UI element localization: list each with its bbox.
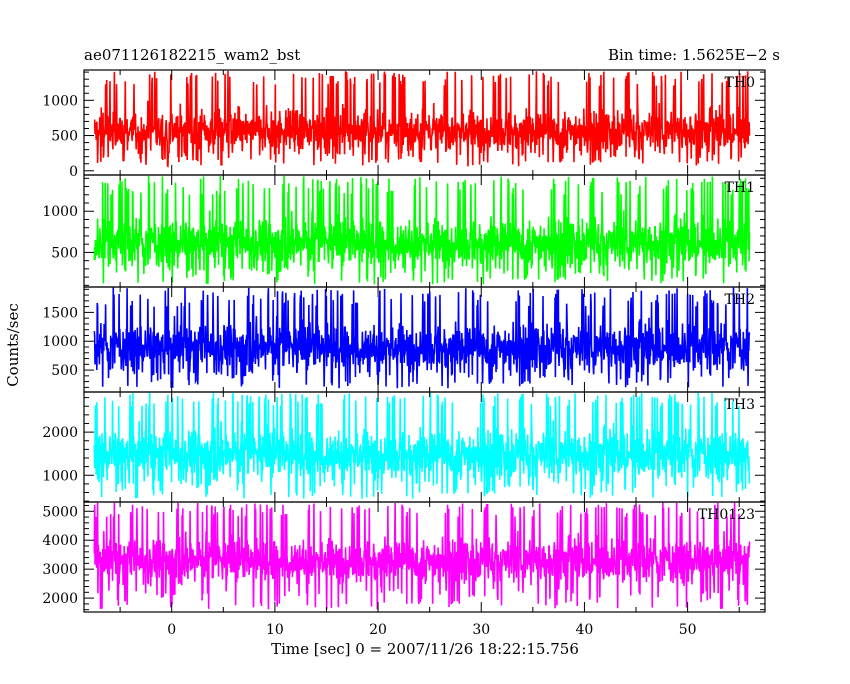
y-tick-label: 1000 [42,204,78,220]
y-tick-label: 5000 [42,504,78,520]
chart-title: ae071126182215_wam2_bst [84,46,300,64]
bin-time-label: Bin time: 1.5625E−2 s [608,46,780,64]
x-tick-label: 50 [679,622,697,638]
y-tick-label: 500 [51,363,78,379]
series-line-th2 [93,287,751,389]
y-tick-label: 2000 [42,425,78,441]
series-line-th0 [93,70,751,168]
x-tick-label: 20 [369,622,387,638]
y-tick-label: 3000 [42,562,78,578]
y-tick-label: 1000 [42,334,78,350]
y-tick-label: 500 [51,129,78,145]
x-tick-label: 30 [472,622,490,638]
series-label-th0: TH0 [725,75,755,91]
y-tick-label: 1500 [42,305,78,321]
series-line-th0123 [93,502,751,610]
x-tick-label: 40 [576,622,594,638]
x-axis-label: Time [sec] 0 = 2007/11/26 18:22:15.756 [271,640,579,658]
series-line-th1 [93,175,751,285]
y-tick-label: 4000 [42,533,78,549]
x-tick-label: 10 [266,622,284,638]
series-label-th0123: TH0123 [698,507,755,523]
series-label-th3: TH3 [725,397,755,413]
y-tick-label: 2000 [42,591,78,607]
y-axis-label: Counts/sec [4,303,22,387]
y-tick-label: 500 [51,245,78,261]
series-label-th1: TH1 [725,180,755,196]
y-tick-label: 1000 [42,93,78,109]
series-line-th3 [93,392,751,499]
panels-group: 05001000TH05001000TH150010001500TH210002… [42,69,766,638]
panel-frame-th0123 [83,501,766,613]
y-tick-label: 1000 [42,468,78,484]
x-tick-label: 0 [167,622,176,638]
y-tick-label: 0 [69,164,78,180]
series-label-th2: TH2 [725,292,755,308]
